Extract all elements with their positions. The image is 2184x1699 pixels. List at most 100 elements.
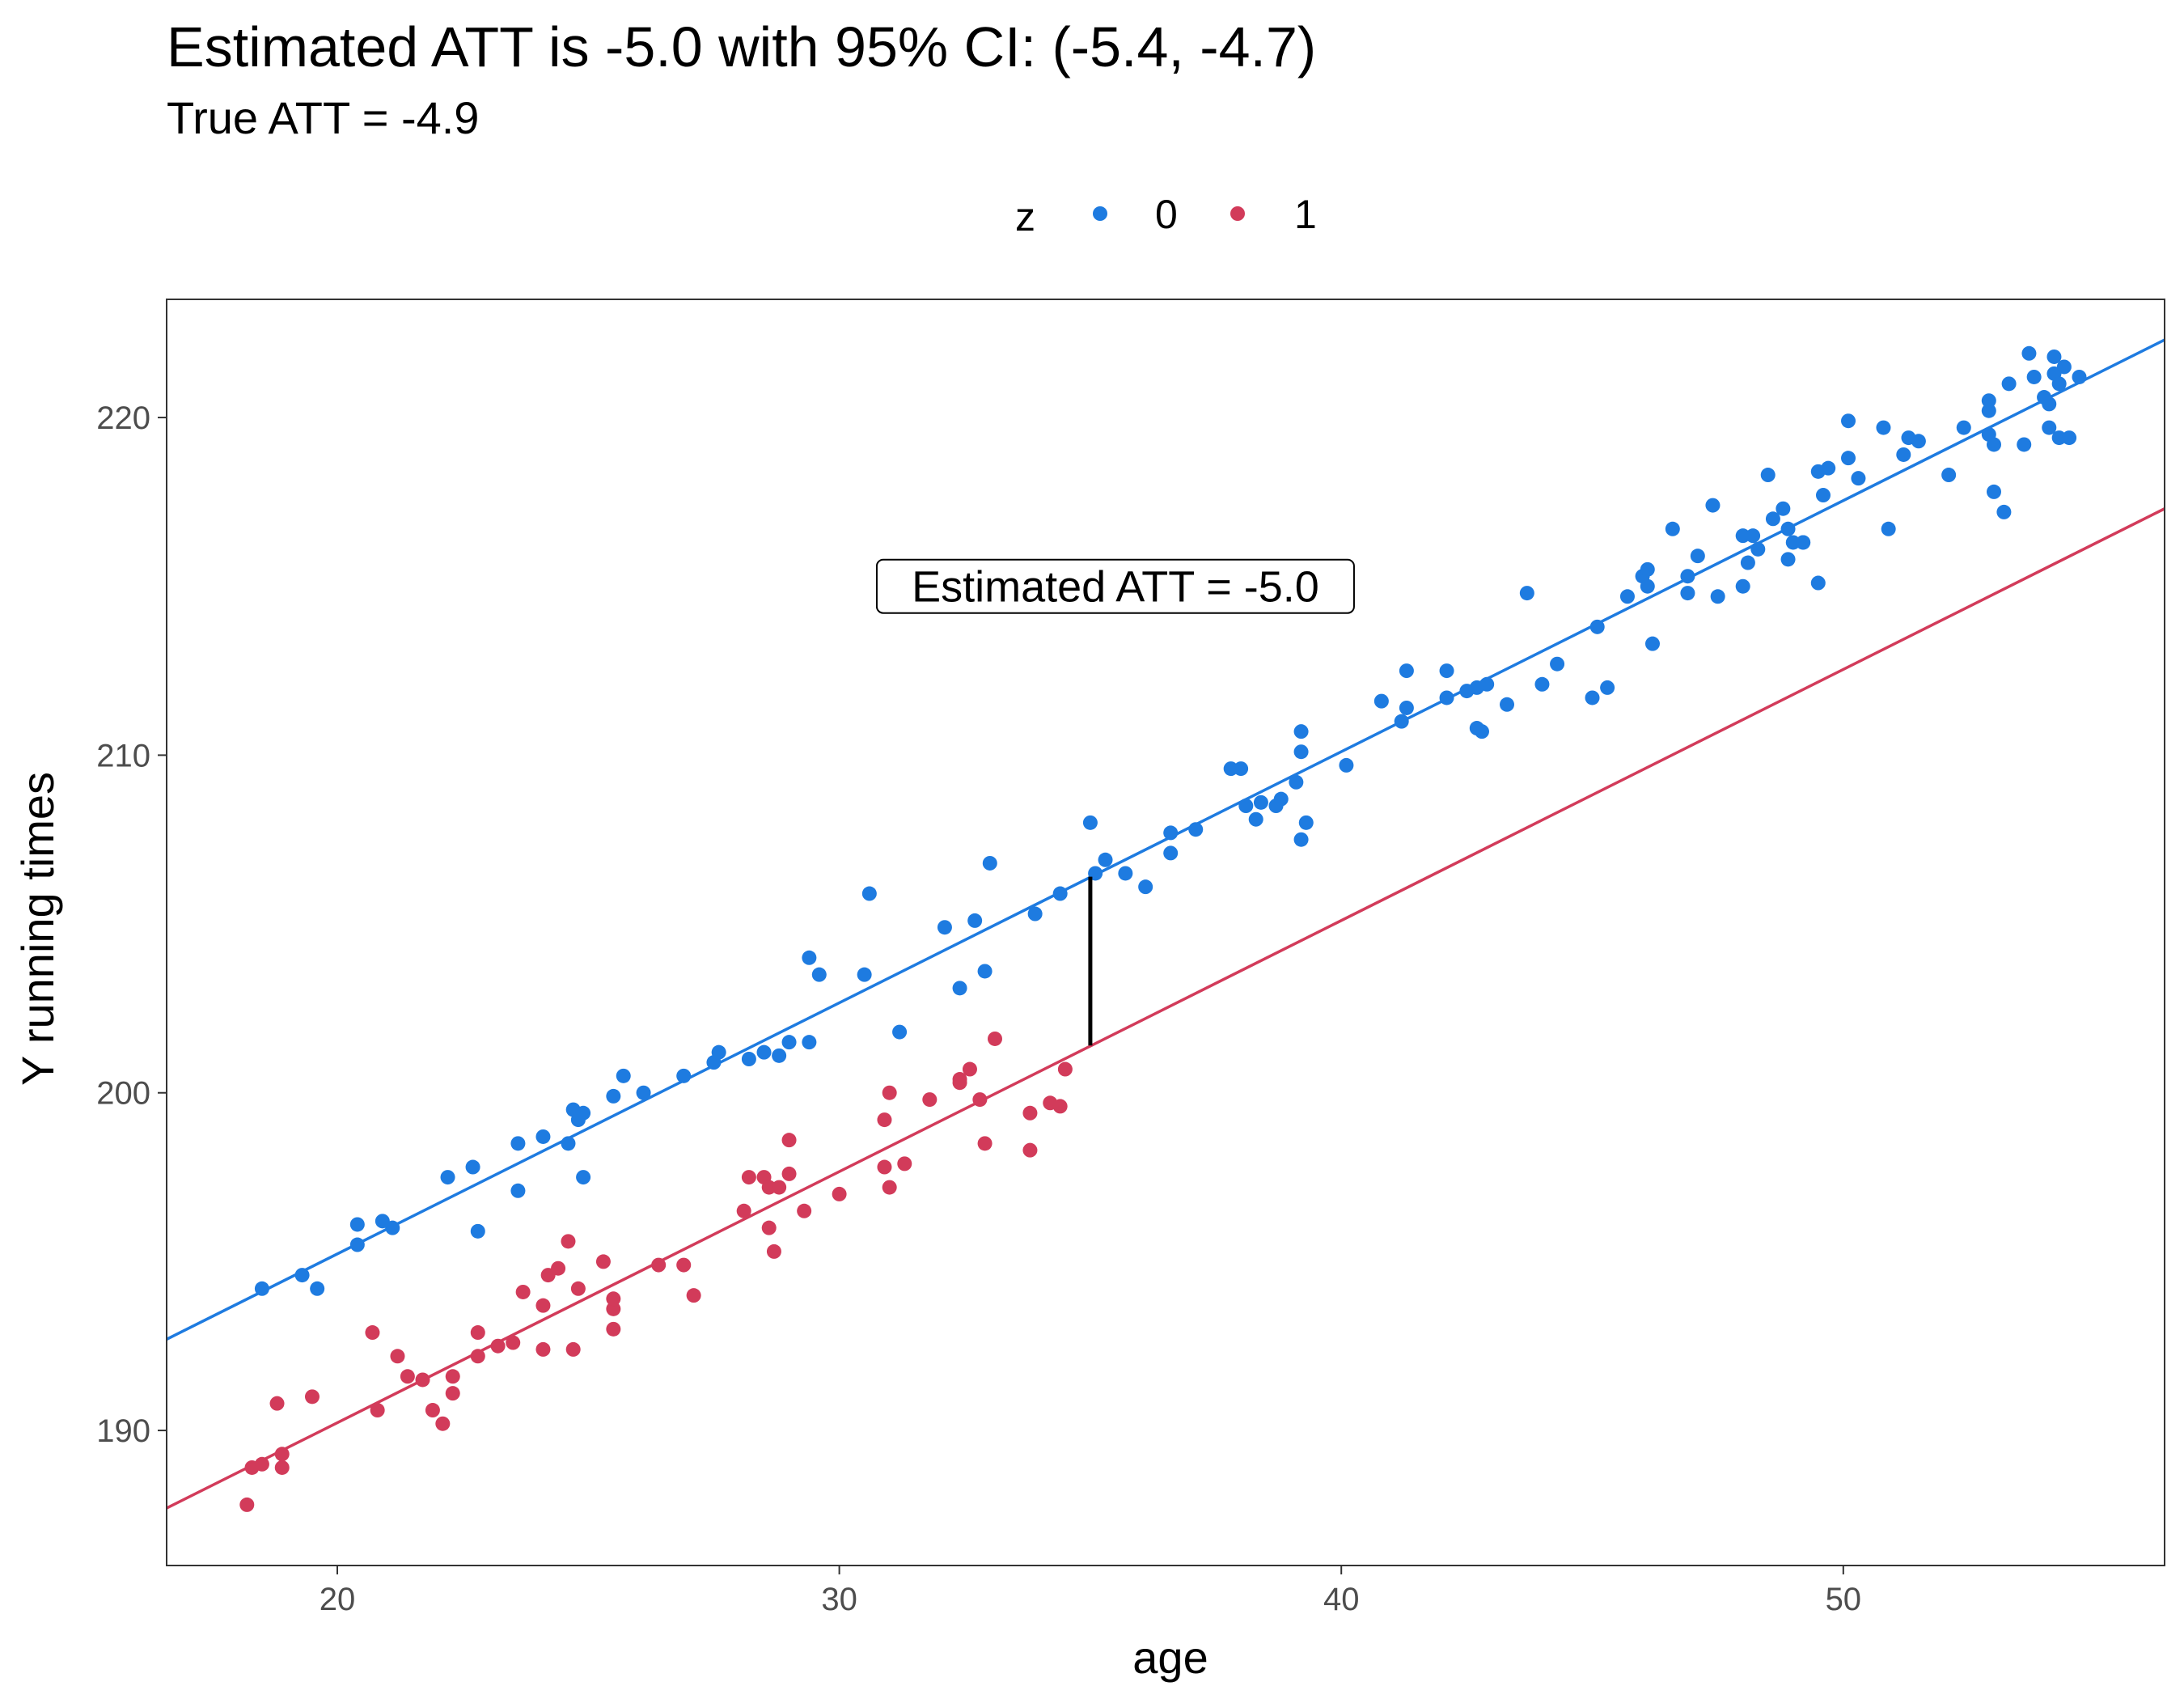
point-z0 [781,1035,797,1050]
point-z0 [1665,521,1680,536]
point-z1 [370,1403,385,1418]
point-z0 [1680,586,1695,601]
y-tick-label: 200 [96,1076,150,1112]
legend-label-0: 0 [1155,192,1178,237]
point-z0 [1293,724,1309,739]
point-z0 [2056,359,2072,375]
point-z0 [811,967,827,982]
point-z0 [952,981,967,996]
point-z1 [797,1203,812,1218]
point-z1 [435,1416,451,1431]
point-z1 [977,1136,993,1151]
point-z1 [766,1244,781,1259]
point-z0 [1986,437,2001,452]
point-z0 [1710,589,1725,604]
point-z1 [606,1291,621,1307]
point-z0 [1941,468,1957,483]
point-z0 [676,1068,692,1083]
point-z0 [385,1220,400,1235]
point-z0 [1750,541,1766,557]
legend-key-0 [1093,206,1107,221]
point-z0 [1841,413,1856,429]
point-z0 [2051,376,2067,392]
point-z0 [1735,578,1750,594]
point-z0 [1339,757,1354,773]
point-z0 [1785,535,1801,550]
chart-subtitle: True ATT = -4.9 [167,92,479,143]
y-tick-label: 220 [96,400,150,436]
point-z0 [465,1159,480,1175]
point-z1 [922,1092,938,1108]
point-z1 [882,1085,897,1100]
point-z0 [977,964,993,979]
att-label: Estimated ATT = -5.0 [875,558,1355,614]
point-z0 [2001,376,2017,392]
x-tick-label: 40 [1323,1582,1360,1617]
point-z1 [741,1170,756,1185]
point-z1 [781,1166,797,1181]
point-z0 [1780,552,1796,567]
point-z1 [1052,1099,1068,1114]
point-z0 [1705,498,1721,513]
point-z0 [1640,578,1655,594]
point-z1 [606,1301,621,1316]
point-z1 [651,1257,667,1273]
point-z0 [510,1136,526,1151]
point-z0 [1439,663,1454,679]
point-z1 [239,1497,255,1512]
point-z0 [1981,393,1996,409]
legend: z 0 1 [1015,192,1317,239]
point-z0 [892,1024,908,1040]
point-z0 [857,967,872,982]
point-z0 [1474,724,1489,739]
point-z0 [1052,886,1068,901]
point-z1 [561,1234,576,1249]
point-z0 [1098,852,1113,867]
point-z1 [565,1341,581,1357]
att-label-text: Estimated ATT = -5.0 [912,563,1319,612]
att-label-box [875,558,1355,614]
point-z1 [274,1460,290,1475]
point-z0 [1399,700,1414,715]
point-z0 [1519,586,1534,601]
point-z0 [1589,619,1605,634]
point-z1 [490,1338,506,1354]
point-z1 [877,1112,892,1128]
point-z0 [1163,845,1179,861]
point-z0 [1289,774,1304,790]
point-z0 [1500,697,1515,712]
point-z0 [802,1035,817,1050]
point-z0 [1735,528,1750,544]
point-z0 [1746,528,1761,544]
point-z1 [772,1180,787,1195]
point-z1 [761,1180,777,1195]
point-z0 [1188,822,1204,837]
point-z1 [736,1203,751,1218]
point-z0 [1810,575,1826,591]
legend-key-1 [1230,206,1245,221]
point-z0 [1640,561,1655,577]
point-z0 [310,1281,325,1296]
x-tick-label: 50 [1826,1582,1862,1617]
point-z0 [1619,589,1635,604]
point-z0 [2021,345,2037,361]
point-z0 [1815,488,1831,503]
point-z0 [1981,403,1996,418]
point-z1 [390,1349,405,1364]
x-axis-title: age [1132,1632,1208,1683]
point-z0 [861,886,877,901]
x-tick-label: 30 [821,1582,857,1617]
point-z0 [561,1136,576,1151]
point-z0 [1027,906,1043,922]
point-z0 [1740,555,1755,570]
point-z1 [595,1254,611,1269]
point-z0 [1821,460,1836,476]
point-z0 [1118,866,1133,881]
point-z0 [2026,369,2042,384]
point-z1 [570,1281,586,1296]
y-axis-title: Y running times [12,772,63,1086]
point-z1 [506,1335,521,1350]
point-z1 [761,1220,777,1235]
point-z0 [1780,521,1796,536]
point-z1 [254,1456,269,1472]
